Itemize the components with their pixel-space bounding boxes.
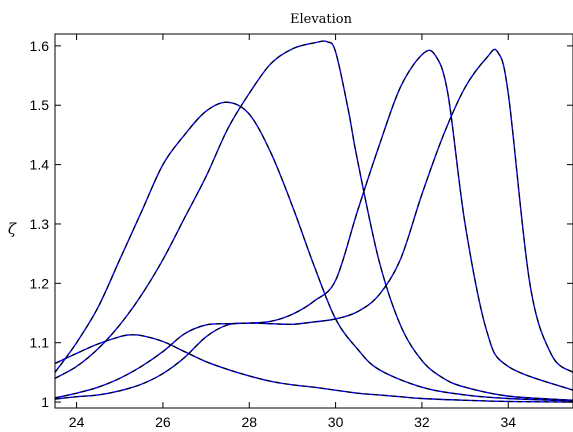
- series-line-1: [55, 334, 573, 403]
- x-axis-label: x: [309, 426, 318, 432]
- series-reference-line-1: [55, 334, 573, 403]
- series-line-2: [55, 101, 573, 402]
- y-tick-label: 1.4: [30, 157, 50, 173]
- series-line-5: [55, 48, 573, 400]
- series-reference-line-5: [55, 48, 573, 400]
- series-layer: [55, 40, 573, 403]
- series-reference-line-3: [55, 40, 573, 401]
- x-tick-label: 34: [500, 414, 516, 430]
- y-tick-label: 1: [41, 394, 49, 410]
- y-axis-label: ζ: [8, 220, 17, 238]
- y-tick-label: 1.5: [30, 97, 50, 113]
- series-reference-line-2: [55, 101, 573, 402]
- series-reference-line-4: [55, 49, 573, 399]
- x-tick-label: 28: [241, 414, 257, 430]
- y-tick-label: 1.2: [30, 275, 50, 291]
- y-tick-label: 1.1: [30, 335, 50, 351]
- axes-layer: 24 26 28 30 32 34 1 1.1 1.2 1.3 1.4 1.5 1.6: [30, 33, 573, 430]
- series-line-4: [55, 49, 573, 399]
- plot-frame: [54, 33, 573, 409]
- chart-title: Elevation: [290, 12, 353, 27]
- x-tick-label: 32: [414, 414, 430, 430]
- x-tick-label: 30: [328, 414, 344, 430]
- x-tick-label: 24: [69, 414, 85, 430]
- series-line-3: [55, 40, 573, 401]
- x-tick-label: 26: [155, 414, 171, 430]
- y-tick-label: 1.6: [30, 38, 50, 54]
- y-tick-label: 1.3: [30, 216, 50, 232]
